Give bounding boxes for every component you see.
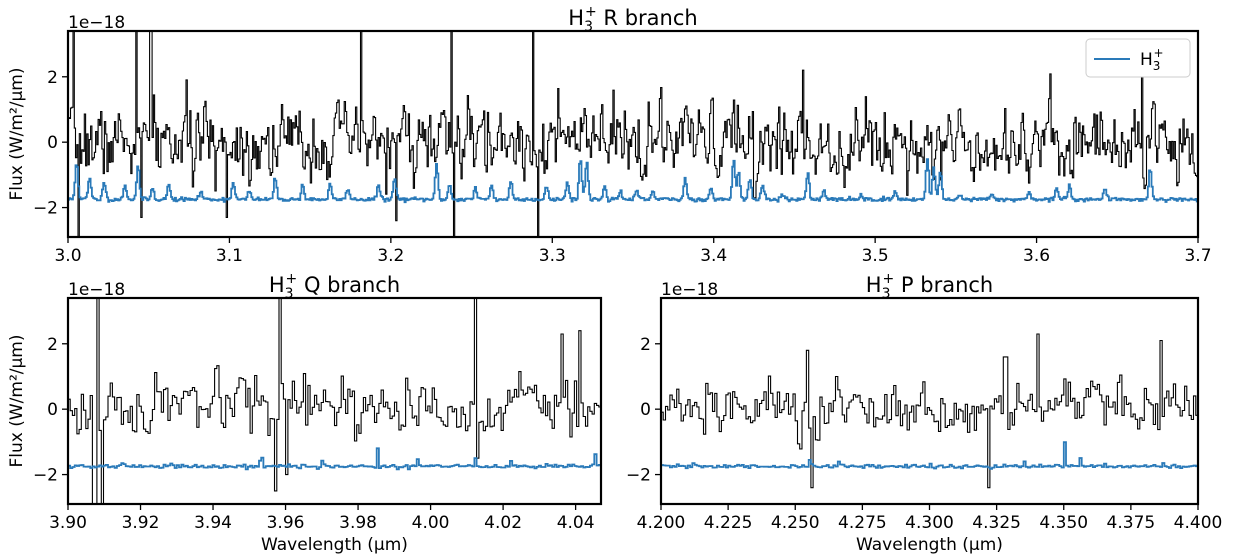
x-tick-label: 4.375 xyxy=(1107,513,1156,533)
x-tick-label: 3.1 xyxy=(216,246,243,266)
series-line-flux xyxy=(68,31,1198,237)
chart-title: H3+ R branch xyxy=(568,4,697,35)
title-subscript: 3 xyxy=(882,286,891,302)
y-tick-label: 2 xyxy=(47,335,58,355)
x-tick-label: 4.325 xyxy=(972,513,1021,533)
series-line-h3plus xyxy=(68,158,1198,204)
plot-area xyxy=(661,333,1198,489)
chart-panel-p: 4.200 4.225 4.250 4.275 4.300 4.325 4.350 4.375… xyxy=(626,271,1222,555)
title-superscript: + xyxy=(882,271,894,287)
plot-frame xyxy=(66,296,603,506)
x-tick-label: 3.6 xyxy=(1023,246,1050,266)
legend-label-superscript: + xyxy=(1153,46,1163,60)
x-axis-label: Wavelength (μm) xyxy=(856,535,1003,555)
chart-title: H3+ Q branch xyxy=(269,271,400,302)
y-axis-label: Flux (W/m²/μm) xyxy=(7,67,27,200)
x-tick-label: 3.92 xyxy=(122,513,160,533)
title-subscript: 3 xyxy=(285,286,294,302)
plot-area xyxy=(68,298,601,504)
series-line-h3plus xyxy=(661,441,1198,470)
legend-label: H3+ xyxy=(1140,46,1164,73)
y-axis-label: Flux (W/m²/μm) xyxy=(7,334,27,467)
x-tick-label: 3.2 xyxy=(377,246,404,266)
x-tick-label: 3.94 xyxy=(194,513,232,533)
x-tick-label: 3.4 xyxy=(700,246,727,266)
x-tick-label: 4.400 xyxy=(1174,513,1223,533)
y-tick-label: 0 xyxy=(47,400,58,420)
legend-label-main: H xyxy=(1140,50,1153,70)
y-tick-label: 0 xyxy=(640,400,651,420)
axis-offset-text: 1e−18 xyxy=(68,280,125,300)
x-tick-label: 3.3 xyxy=(539,246,566,266)
x-tick-label: 4.300 xyxy=(905,513,954,533)
y-tick-label: −2 xyxy=(33,199,58,219)
x-tick-label: 4.200 xyxy=(637,513,686,533)
x-tick-label: 3.98 xyxy=(339,513,377,533)
x-tick-label: 4.04 xyxy=(557,513,595,533)
x-tick-label: 4.225 xyxy=(704,513,753,533)
legend: H3+ xyxy=(1085,38,1191,78)
axis-offset-text: 1e−18 xyxy=(68,13,125,33)
x-axis-label: Wavelength (μm) xyxy=(261,535,408,555)
x-tick-label: 3.90 xyxy=(49,513,87,533)
x-tick-label: 4.00 xyxy=(412,513,450,533)
y-tick-label: −2 xyxy=(626,466,651,486)
x-tick-label: 4.02 xyxy=(484,513,522,533)
x-tick-label: 4.275 xyxy=(838,513,887,533)
series-line-flux xyxy=(661,333,1198,489)
title-main: H xyxy=(866,273,882,297)
x-tick-label: 3.7 xyxy=(1184,246,1211,266)
title-rest: R branch xyxy=(597,6,698,30)
y-tick-label: 0 xyxy=(47,133,58,153)
title-superscript: + xyxy=(585,4,597,20)
x-tick-label: 4.250 xyxy=(771,513,820,533)
x-tick-label: 3.0 xyxy=(54,246,81,266)
legend-label-subscript: 3 xyxy=(1153,59,1161,73)
chart-title: H3+ P branch xyxy=(866,271,993,302)
y-tick-label: 2 xyxy=(47,68,58,88)
y-tick-label: 2 xyxy=(640,335,651,355)
plot-area xyxy=(68,31,1198,237)
plot-frame xyxy=(66,29,1200,239)
title-rest: Q branch xyxy=(297,273,400,297)
y-tick-label: −2 xyxy=(33,466,58,486)
series-line-flux xyxy=(68,298,601,504)
x-tick-label: 4.350 xyxy=(1039,513,1088,533)
title-rest: P branch xyxy=(894,273,993,297)
x-tick-label: 3.96 xyxy=(267,513,305,533)
title-main: H xyxy=(269,273,285,297)
series-line-h3plus xyxy=(68,447,601,471)
title-subscript: 3 xyxy=(584,19,593,35)
legend-box xyxy=(1085,38,1191,78)
axis-offset-text: 1e−18 xyxy=(661,280,718,300)
x-tick-label: 3.5 xyxy=(862,246,889,266)
title-main: H xyxy=(568,6,584,30)
title-superscript: + xyxy=(286,271,298,287)
chart-panel-q: 3.90 3.92 3.94 3.96 3.98 4.00 4.02 4.04 −2 0 2 1e−1… xyxy=(7,271,603,555)
